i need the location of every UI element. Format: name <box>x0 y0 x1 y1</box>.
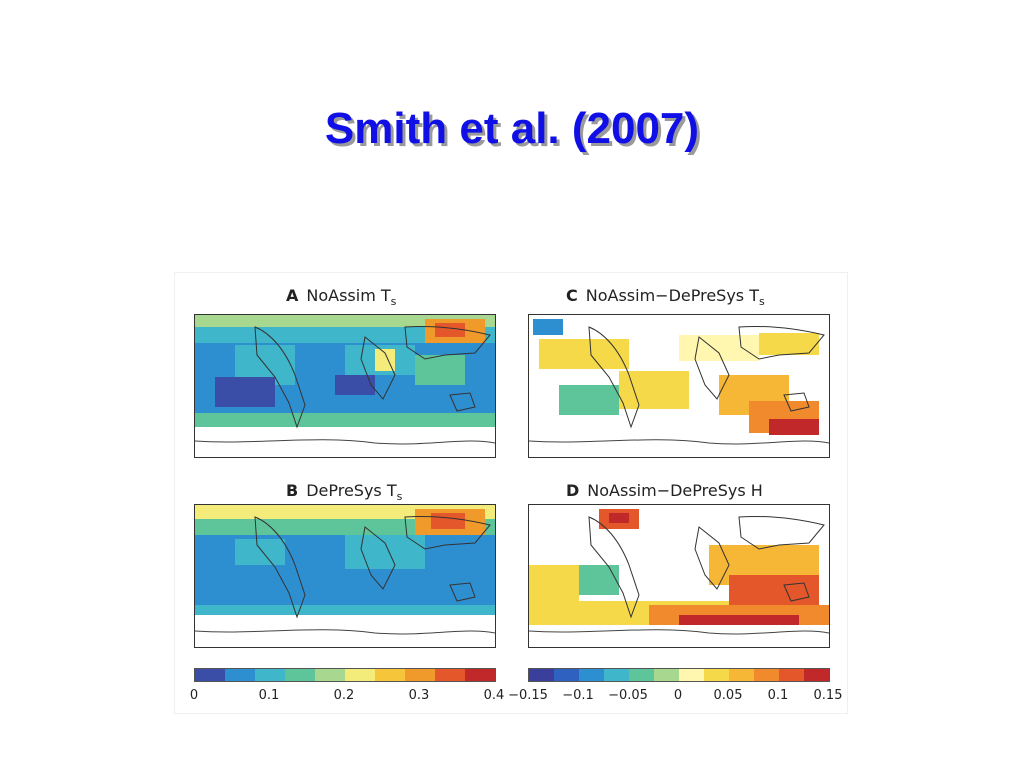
panel-label: NoAssim−DePreSys <box>585 286 745 305</box>
colorbar-swatch <box>579 669 604 681</box>
panel-label: DePreSys <box>306 481 382 500</box>
colorbar-swatch <box>804 669 829 681</box>
panel-letter: D <box>566 481 580 500</box>
colorbar-tick-label: 0 <box>673 688 683 703</box>
colorbar-swatch <box>779 669 804 681</box>
colorbar-swatch <box>679 669 704 681</box>
colorbar-swatch <box>554 669 579 681</box>
colorbar-left <box>194 668 496 682</box>
colorbar-tick-label: 0.1 <box>258 688 280 703</box>
colorbar-swatch <box>704 669 729 681</box>
colorbar-tick-label: 0.4 <box>483 688 505 703</box>
colorbar-swatch <box>195 669 225 681</box>
map-panel-a <box>194 314 496 458</box>
panel-a-title: A NoAssim Ts <box>286 286 396 308</box>
colorbar-tick-label: −0.1 <box>562 688 594 703</box>
panel-label: NoAssim−DePreSys <box>587 481 746 500</box>
colorbar-swatch <box>754 669 779 681</box>
map-panel-b <box>194 504 496 648</box>
colorbar-tick-label: 0.2 <box>333 688 355 703</box>
colorbar-swatch <box>285 669 315 681</box>
panel-var: T <box>749 286 759 305</box>
colorbar-swatch <box>435 669 465 681</box>
panel-var: T <box>380 286 391 305</box>
panel-var: H <box>750 481 763 500</box>
panel-c-title: C NoAssim−DePreSys Ts <box>566 286 765 308</box>
colorbar-left-labels: 0 0.1 0.2 0.3 0.4 <box>190 688 504 704</box>
panel-letter: A <box>286 286 299 305</box>
panel-letter: C <box>566 286 578 305</box>
colorbar-tick-label: −0.05 <box>608 688 648 703</box>
colorbar-tick-label: 0.1 <box>767 688 789 703</box>
colorbar-swatch <box>729 669 754 681</box>
colorbar-swatch <box>529 669 554 681</box>
colorbar-right <box>528 668 830 682</box>
colorbar-swatch <box>629 669 654 681</box>
colorbar-tick-label: 0.15 <box>813 688 843 703</box>
colorbar-swatch <box>225 669 255 681</box>
panel-letter: B <box>286 481 299 500</box>
colorbar-tick-label: 0 <box>189 688 199 703</box>
colorbar-swatch <box>255 669 285 681</box>
colorbar-tick-label: 0.05 <box>713 688 743 703</box>
map-panel-c <box>528 314 830 458</box>
panel-d-title: D NoAssim−DePreSys H <box>566 481 763 503</box>
colorbar-swatch <box>315 669 345 681</box>
panel-var-sub: s <box>759 295 765 309</box>
colorbar-swatch <box>405 669 435 681</box>
panel-b-title: B DePreSys Ts <box>286 481 402 503</box>
colorbar-swatch <box>345 669 375 681</box>
colorbar-swatch <box>375 669 405 681</box>
panel-var: T <box>386 481 397 500</box>
map-panel-d <box>528 504 830 648</box>
colorbar-right-labels: −0.15 −0.1 −0.05 0 0.05 0.1 0.15 <box>508 688 842 704</box>
colorbar-swatch <box>654 669 679 681</box>
colorbar-swatch <box>604 669 629 681</box>
colorbar-tick-label: 0.3 <box>408 688 430 703</box>
colorbar-tick-label: −0.15 <box>508 688 548 703</box>
colorbar-swatch <box>465 669 495 681</box>
panel-label: NoAssim <box>306 286 376 305</box>
slide-title: Smith et al. (2007) <box>324 104 700 153</box>
panel-var-sub: s <box>390 295 397 309</box>
panel-var-sub: s <box>396 490 403 504</box>
